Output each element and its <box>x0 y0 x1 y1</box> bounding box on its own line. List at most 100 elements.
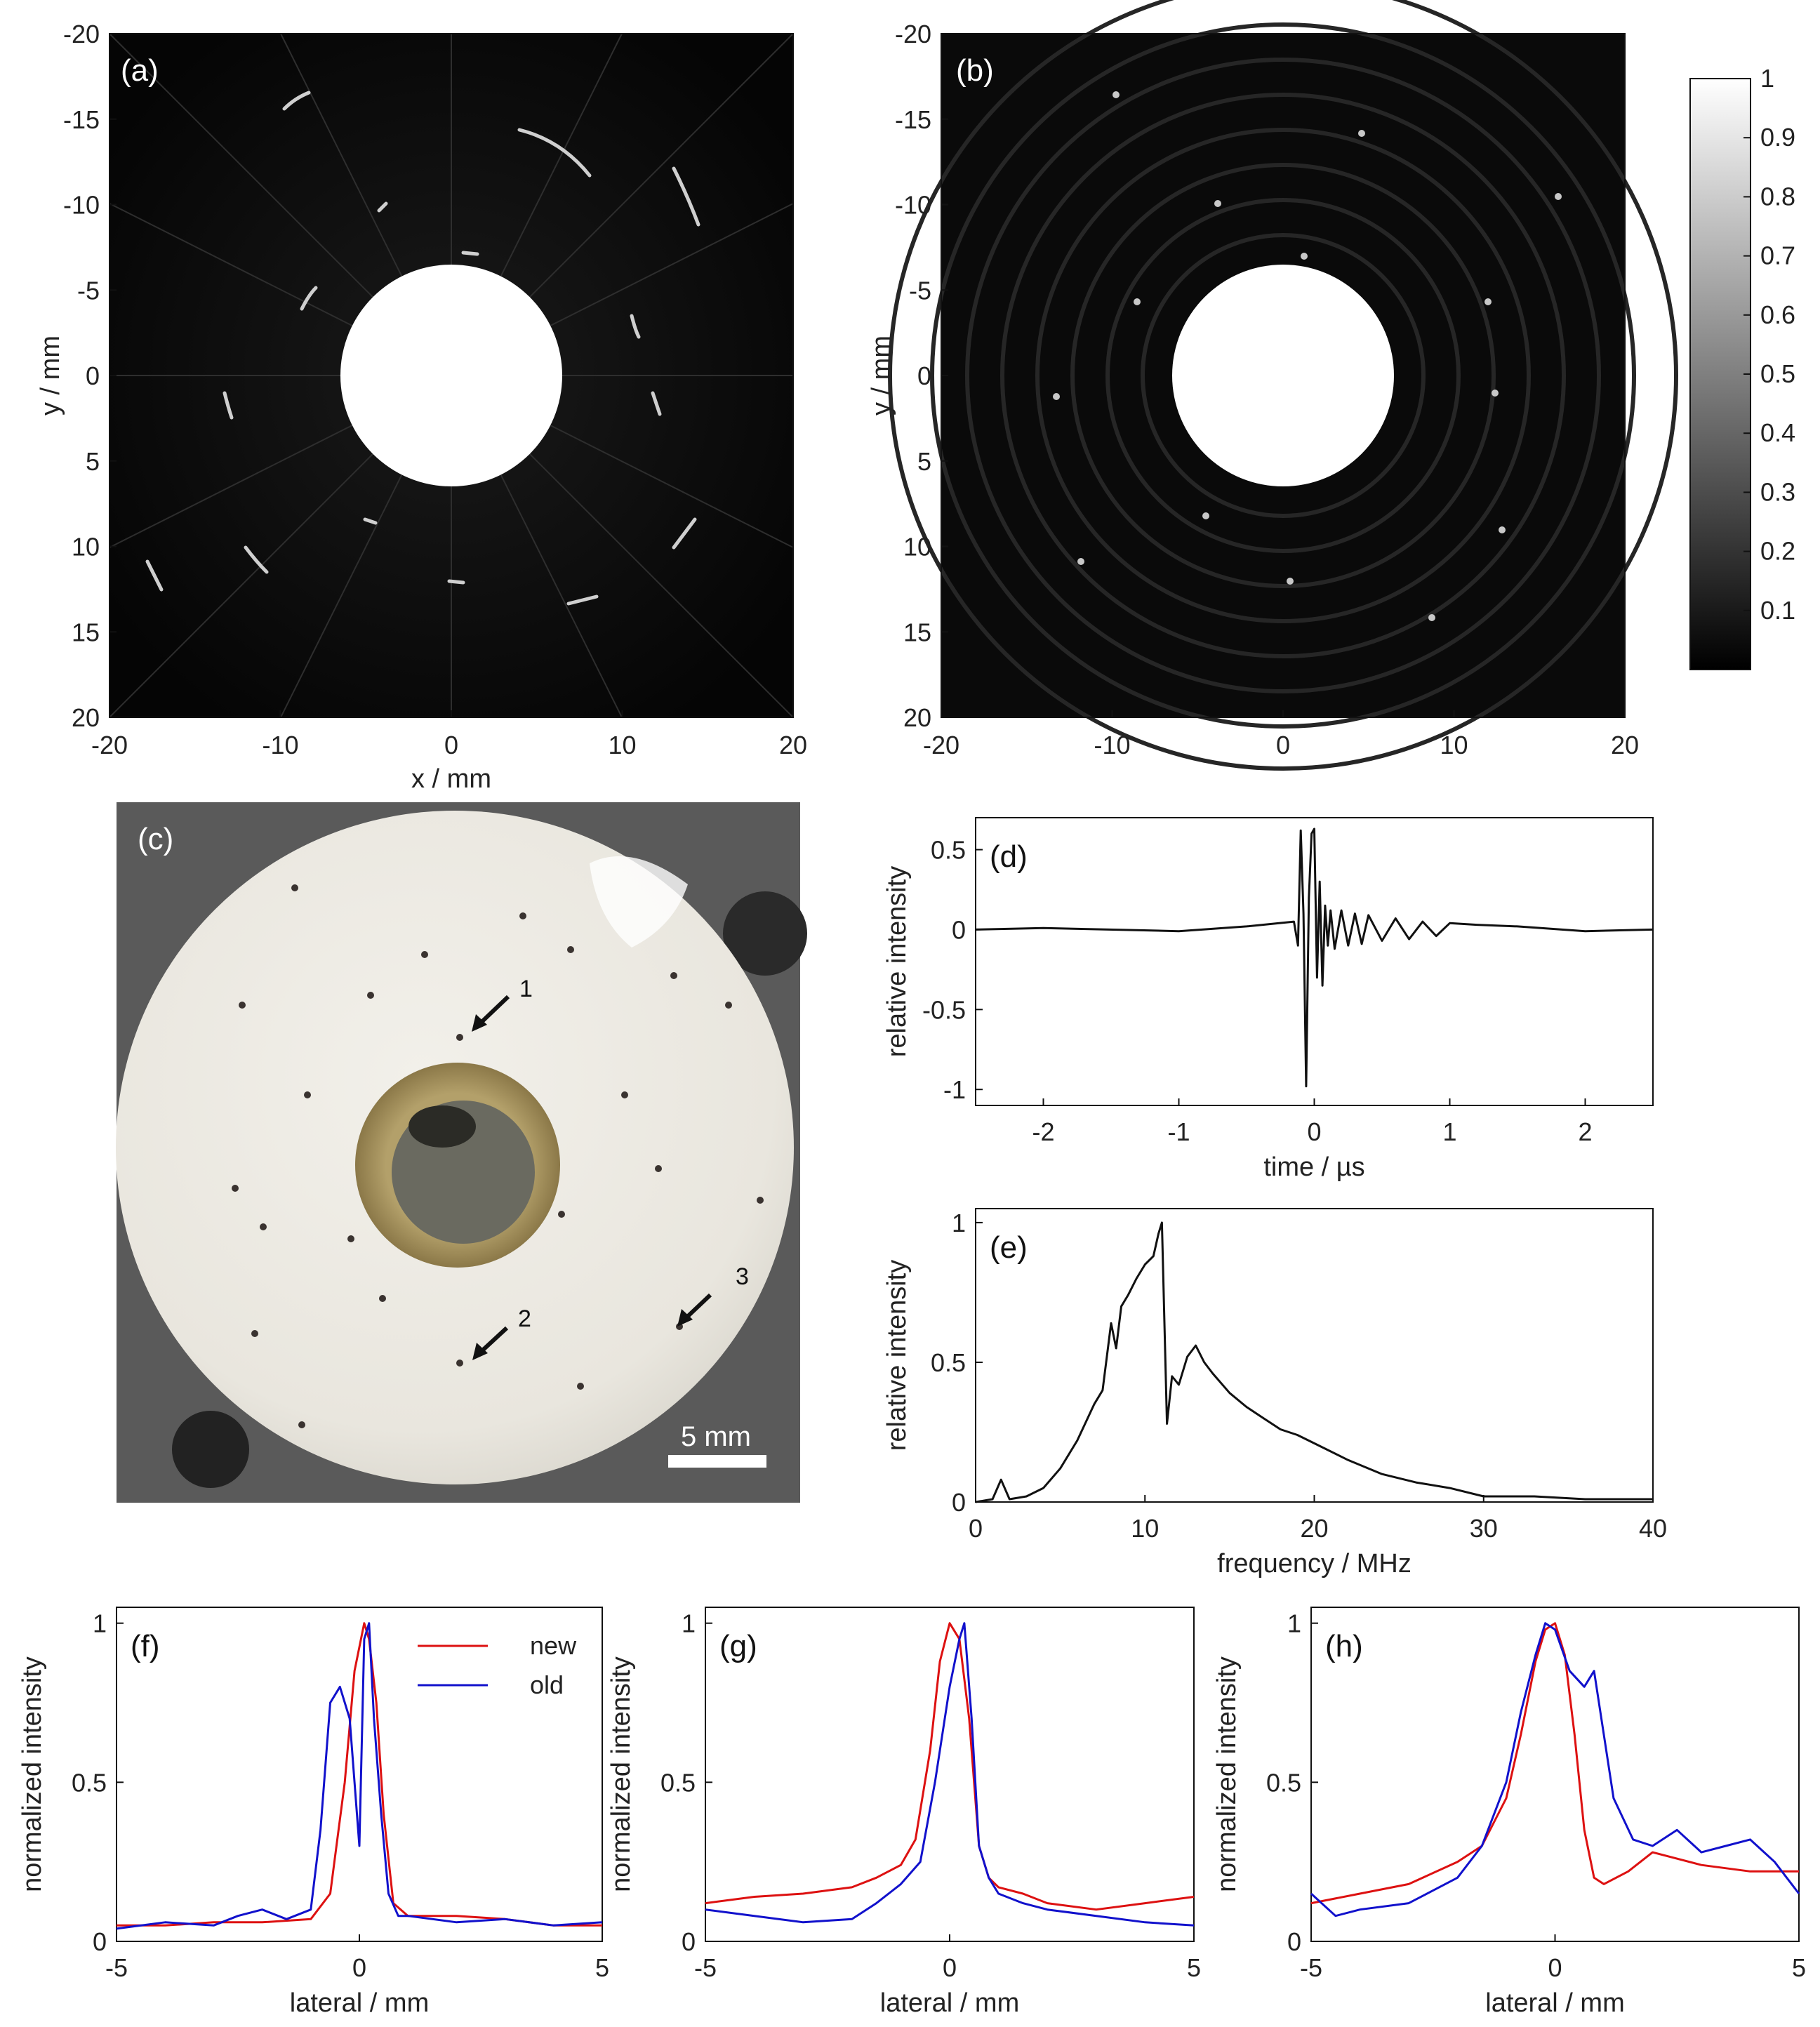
y-axis-label: normalized intensity <box>606 1656 636 1892</box>
y-tick-label: 20 <box>903 703 931 732</box>
x-tick-label: 20 <box>1300 1514 1328 1543</box>
photo-dots <box>232 884 764 1428</box>
y-tick-label: -15 <box>895 105 931 134</box>
y-tick-label: 0 <box>917 361 931 390</box>
y-tick-label: 5 <box>86 447 100 476</box>
colorbar-tick-label: 0.1 <box>1760 596 1795 625</box>
axes-frame <box>705 1607 1195 1942</box>
x-tick-label: 5 <box>1792 1953 1806 1982</box>
x-tick-label: 20 <box>1611 731 1639 759</box>
x-tick-label: 10 <box>1131 1514 1159 1543</box>
photo-shadow-hole <box>723 891 807 976</box>
y-axis-label: relative intensity <box>882 866 912 1057</box>
y-tick-label: 20 <box>72 703 100 732</box>
colorbar-tick-label: 0.4 <box>1760 418 1795 447</box>
y-tick-label: 0.5 <box>931 1348 966 1377</box>
y-axis-label: normalized intensity <box>1212 1656 1242 1892</box>
heatmap-a-targets <box>145 91 700 606</box>
x-tick-label: -2 <box>1032 1117 1054 1146</box>
colorbar-tick-label: 0.9 <box>1760 123 1795 152</box>
heatmap-a-center-mask <box>340 265 562 486</box>
y-tick-label: 0 <box>952 915 966 944</box>
y-tick-label: 0 <box>952 1488 966 1517</box>
x-tick-label: -20 <box>91 731 128 759</box>
x-tick-label: -5 <box>694 1953 717 1982</box>
x-tick-label: -20 <box>923 731 959 759</box>
arrow-1-label: 1 <box>519 976 533 1002</box>
y-tick-label: 0 <box>1287 1927 1301 1956</box>
arrow-3-label: 3 <box>736 1263 749 1290</box>
panel-a-label: (a) <box>121 53 159 88</box>
y-axis-label: normalized intensity <box>18 1656 47 1892</box>
x-tick-label: 0 <box>444 731 458 759</box>
y-tick-label: 1 <box>682 1609 696 1638</box>
series-line-old <box>705 1622 1195 1927</box>
colorbar-tick-label: 0.7 <box>1760 241 1795 270</box>
heatmap-b-center-mask <box>1172 265 1394 486</box>
x-axis-label: lateral / mm <box>1485 1988 1624 2018</box>
x-tick-label: 20 <box>779 731 807 759</box>
x-tick-label: 1 <box>1442 1117 1456 1146</box>
series-line-new <box>1310 1622 1799 1905</box>
photo-shadow-hole-2 <box>172 1411 249 1488</box>
y-tick-label: 0.5 <box>1266 1768 1301 1797</box>
y-tick-label: 1 <box>93 1609 107 1638</box>
series-line-new <box>705 1622 1195 1911</box>
photo-arrows <box>472 995 712 1360</box>
y-tick-label: 0 <box>86 361 100 390</box>
y-tick-label: -0.5 <box>922 995 966 1024</box>
x-tick-label: 0 <box>1276 731 1290 759</box>
panel-e: 0 10 20 30 40 0 0.5 1 (e) frequency / MHz relative… <box>882 1208 1667 1579</box>
y-tick-label: -10 <box>63 191 100 220</box>
colorbar-tick-label: 0.8 <box>1760 182 1795 211</box>
y-tick-label: 0 <box>93 1927 107 1956</box>
series-line-trace <box>975 828 1654 1088</box>
colorbar-tick-label: 0.3 <box>1760 477 1795 506</box>
scale-bar-label: 5 mm <box>681 1421 751 1452</box>
x-tick-label: 0 <box>352 1953 366 1982</box>
y-tick-label: -20 <box>895 20 931 48</box>
y-tick-label: 1 <box>952 1209 966 1237</box>
x-tick-label: 10 <box>1440 731 1468 759</box>
x-tick-label: 2 <box>1578 1117 1592 1146</box>
legend-label-old: old <box>530 1670 564 1699</box>
x-tick-label: 0 <box>969 1514 983 1543</box>
x-tick-label: 5 <box>1187 1953 1201 1982</box>
y-tick-label: 5 <box>917 447 931 476</box>
x-tick-label: -1 <box>1167 1117 1190 1146</box>
panel-label: (e) <box>990 1230 1028 1265</box>
panel-label: (g) <box>719 1629 757 1663</box>
colorbar-tick-label: 0.2 <box>1760 537 1795 566</box>
legend-label-new: new <box>530 1631 577 1660</box>
x-axis-label: frequency / MHz <box>1217 1549 1412 1579</box>
heatmap-b-rings <box>888 0 1678 771</box>
y-tick-label: 0 <box>682 1927 696 1956</box>
x-tick-label: 5 <box>595 1953 609 1982</box>
panel-label: (f) <box>131 1629 160 1663</box>
panel-c: 1 2 3 5 mm (c) <box>116 802 807 1503</box>
axes-frame <box>975 1208 1654 1503</box>
y-tick-label: 10 <box>72 533 100 561</box>
arrow-1 <box>477 995 510 1027</box>
x-tick-label: 0 <box>1307 1117 1321 1146</box>
heatmap-b-targets <box>1053 91 1562 621</box>
scale-bar <box>668 1455 766 1468</box>
axes-a-xlabel: x / mm <box>411 764 491 794</box>
panel-b-label: (b) <box>956 53 994 88</box>
series-line-old <box>1310 1622 1800 1918</box>
axes-frame <box>116 1607 603 1942</box>
y-axis-label: relative intensity <box>882 1260 912 1451</box>
x-axis-label: lateral / mm <box>880 1988 1019 2018</box>
y-tick-label: 15 <box>903 618 931 646</box>
y-tick-label: 10 <box>903 533 931 561</box>
y-tick-label: 0.5 <box>931 836 966 865</box>
y-tick-label: -5 <box>909 276 931 305</box>
y-tick-label: -20 <box>63 20 100 48</box>
colorbar-tick-label: 0.5 <box>1760 359 1795 388</box>
y-tick-label: 1 <box>1287 1609 1301 1638</box>
x-axis-label: lateral / mm <box>290 1988 429 2018</box>
